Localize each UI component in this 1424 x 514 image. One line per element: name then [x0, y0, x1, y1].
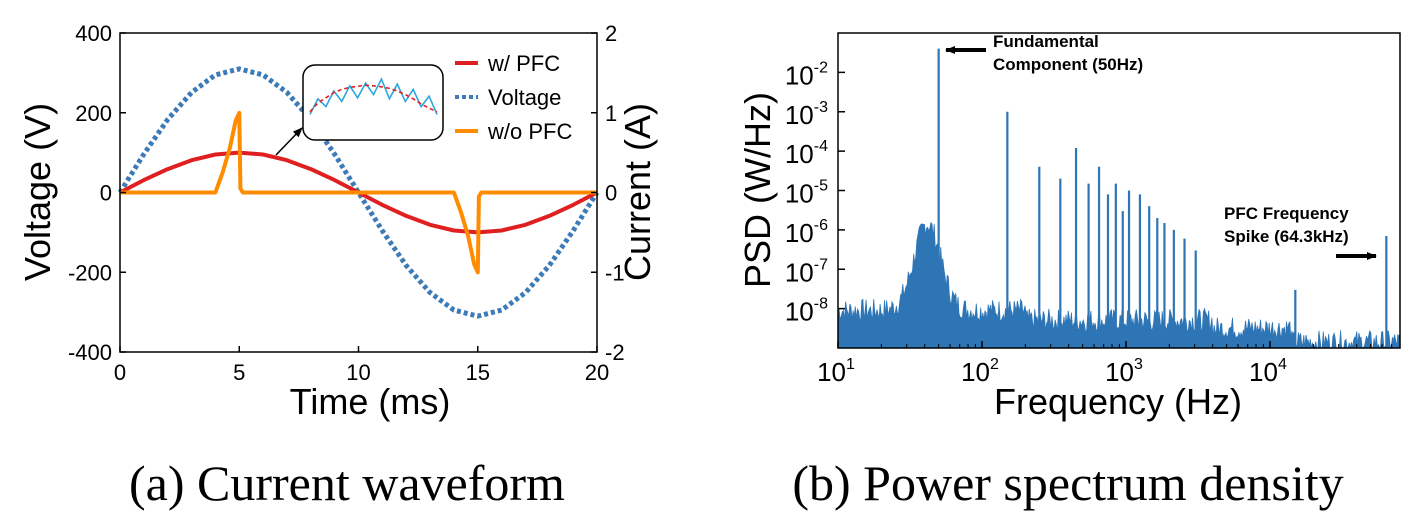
annotation-fundamental-line2: Component (50Hz): [993, 55, 1143, 74]
panel-b-plot-area: [837, 48, 1401, 350]
y-tick-label: 0: [100, 181, 112, 206]
panel-a-plot-area: [117, 66, 600, 319]
annotation-pfc-line1: PFC Frequency: [1224, 204, 1349, 223]
y-tick-label: 10-7: [785, 256, 828, 287]
legend-label-w-pfc: w/ PFC: [487, 51, 560, 76]
y2-tick-label: 1: [605, 101, 617, 126]
y2-tick-label: 0: [605, 181, 617, 206]
panel-a-x-label: Time (ms): [290, 381, 451, 422]
annotation-pfc-spike: PFC Frequency Spike (64.3kHz): [1224, 204, 1377, 260]
x-tick-label: 104: [1249, 356, 1287, 387]
x-tick-label: 101: [817, 356, 855, 387]
inset-average-line: [309, 84, 438, 113]
psd-noise-floor: [837, 222, 1401, 350]
inset-box: [302, 64, 444, 141]
annotation-fundamental: Fundamental Component (50Hz): [945, 32, 1143, 74]
series-line-voltage: [117, 66, 600, 319]
panel-b-y-label: PSD (W/Hz): [737, 92, 778, 288]
legend-label-wo-pfc: w/o PFC: [487, 119, 572, 144]
panel-b-chart: 101 102 103 104 10-2 10-3 10-4 10-5 10-6 10-7 10-8…: [737, 32, 1401, 511]
inset-ripple-line: [309, 77, 438, 115]
panel-b-ticks: 101 102 103 104 10-2 10-3 10-4 10-5 10-6 10-7 10-8: [785, 59, 1401, 387]
y-tick-label: 200: [75, 101, 112, 126]
panel-b-x-label: Frequency (Hz): [994, 381, 1242, 422]
y-tick-label: -200: [68, 260, 112, 285]
y-tick-label: 400: [75, 21, 112, 46]
panel-a-inset: [275, 64, 444, 156]
y-tick-label: 10-3: [785, 99, 828, 130]
y-tick-label: -400: [68, 340, 112, 365]
panel-b-caption: (b) Power spectrum density: [792, 455, 1343, 511]
inset-plot: [309, 77, 438, 115]
x-tick-label: 103: [1105, 356, 1143, 387]
y2-tick-label: 2: [605, 21, 617, 46]
x-tick-label: 10: [346, 360, 370, 385]
annotation-fundamental-line1: Fundamental: [993, 32, 1099, 51]
y-tick-label: 10-6: [785, 217, 828, 248]
x-tick-label: 20: [585, 360, 609, 385]
x-tick-label: 102: [961, 356, 999, 387]
y-tick-label: 10-5: [785, 178, 828, 209]
panel-a-y2-label: Current (A): [617, 103, 658, 281]
x-tick-label: 15: [466, 360, 490, 385]
x-tick-label: 5: [233, 360, 245, 385]
y2-tick-label: -1: [605, 260, 625, 285]
y-tick-label: 10-8: [785, 296, 828, 327]
annotation-pfc-line2: Spike (64.3kHz): [1224, 227, 1349, 246]
y-tick-label: 10-4: [785, 138, 828, 169]
panel-a-legend: w/ PFC Voltage w/o PFC: [455, 51, 572, 144]
inset-pointer-arrow: [275, 127, 303, 156]
panel-a-y-label: Voltage (V): [17, 103, 58, 281]
panel-a-caption: (a) Current waveform: [129, 455, 565, 511]
y-tick-label: 10-2: [785, 59, 828, 90]
series-line-w-o-pfc: [120, 110, 597, 275]
x-tick-label: 0: [114, 360, 126, 385]
legend-label-voltage: Voltage: [488, 85, 561, 110]
y2-tick-label: -2: [605, 340, 625, 365]
